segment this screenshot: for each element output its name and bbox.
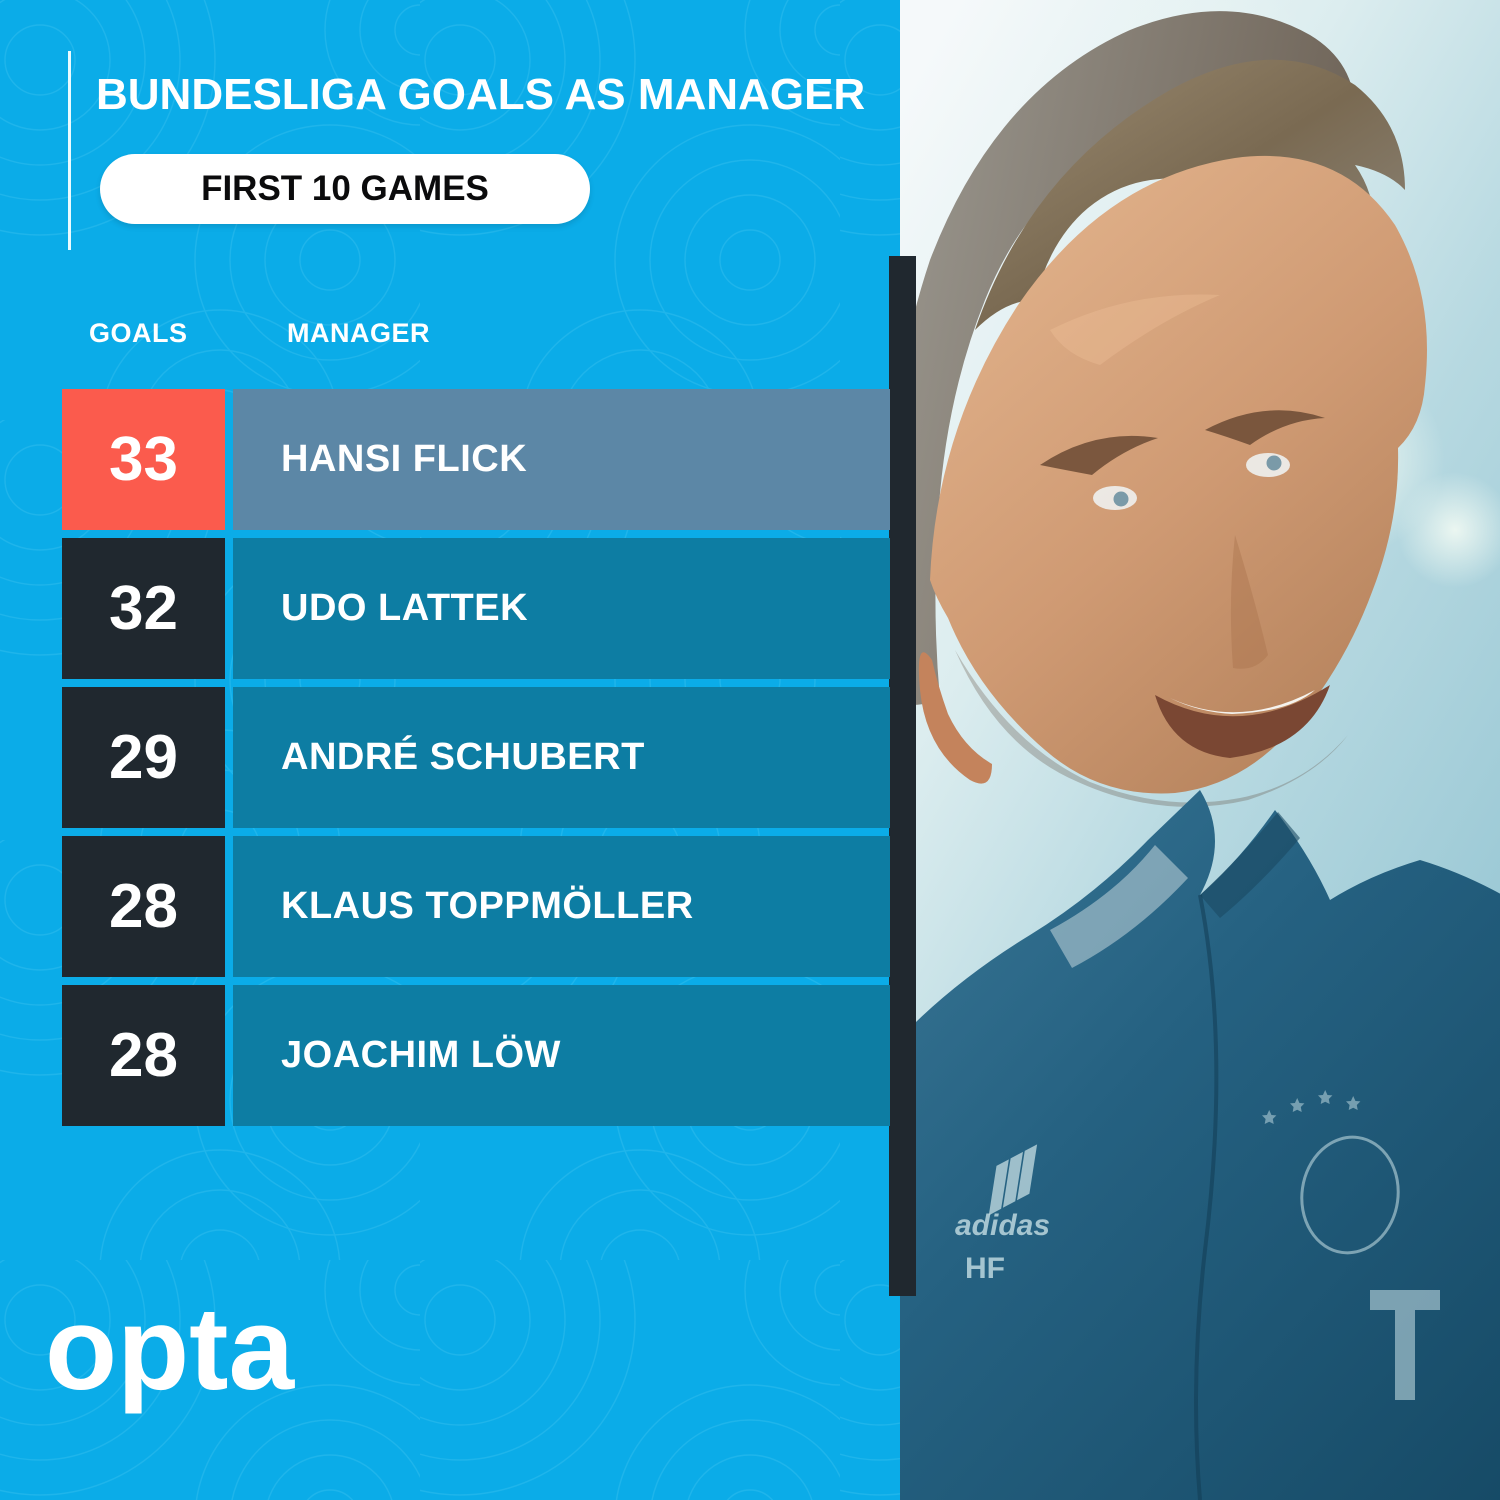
svg-text:adidas: adidas	[955, 1209, 1050, 1242]
svg-text:HF: HF	[965, 1252, 1005, 1285]
